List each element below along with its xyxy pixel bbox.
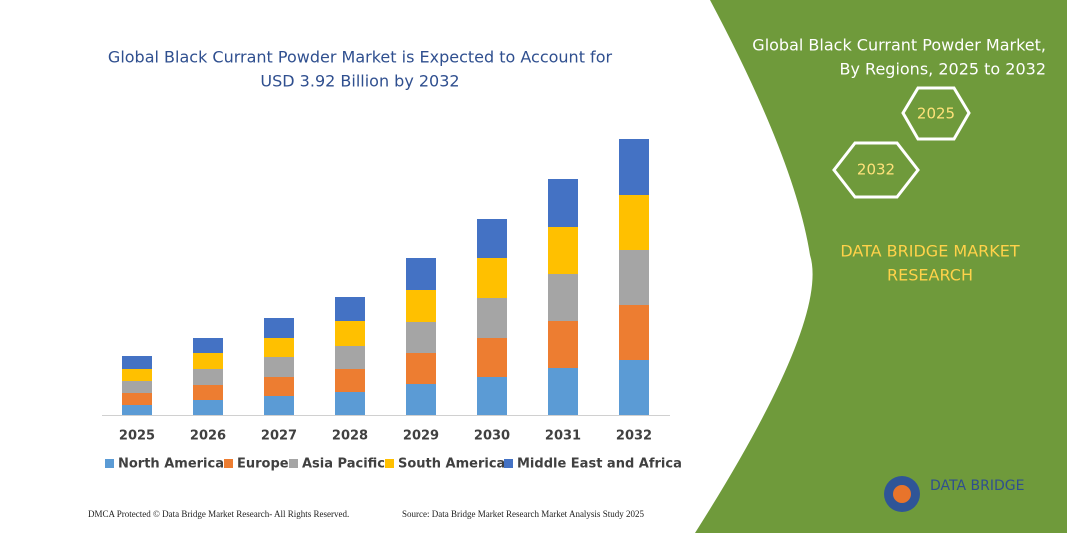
hexagon-label: 2025 [917,105,955,123]
bar-segment [122,381,152,393]
bar-segment [619,360,649,415]
x-tick-label: 2027 [261,429,297,444]
legend-label: Asia Pacific [302,457,385,472]
legend-swatch [289,459,298,468]
x-tick-label: 2029 [403,429,439,444]
bar-segment [548,179,578,227]
bar-segment [264,338,294,357]
bar-segment [193,369,223,385]
logo-mark [893,485,911,503]
footer-right: Source: Data Bridge Market Research Mark… [402,509,644,519]
bar-segment [477,219,507,258]
x-tick-label: 2028 [332,429,368,444]
legend-label: South America [398,457,505,472]
bar-segment [477,298,507,338]
bar-segment [335,346,365,369]
chart-title: USD 3.92 Billion by 2032 [260,72,459,91]
bar-segment [193,353,223,369]
panel-title: By Regions, 2025 to 2032 [840,60,1046,79]
bar-segment [193,400,223,415]
x-tick-label: 2025 [119,429,155,444]
footer-left: DMCA Protected © Data Bridge Market Rese… [88,509,349,519]
bar-segment [406,353,436,384]
bar-segment [619,250,649,305]
legend-label: North America [118,457,224,472]
hexagon-label: 2032 [857,161,895,179]
bar-segment [619,305,649,360]
x-tick-label: 2030 [474,429,510,444]
legend-swatch [224,459,233,468]
panel-title: Global Black Currant Powder Market, [752,36,1046,55]
bar-segment [122,369,152,381]
legend-swatch [504,459,513,468]
bar-segment [619,195,649,250]
logo-text: DATA BRIDGE [930,478,1024,494]
chart-title: Global Black Currant Powder Market is Ex… [108,48,613,67]
hexagon [832,141,920,199]
bar-segment [477,377,507,415]
bar-segment [335,369,365,392]
bar-segment [264,318,294,338]
bar-segment [406,384,436,415]
brand-text: RESEARCH [887,266,973,285]
hexagon [901,86,971,141]
bar-segment [264,396,294,415]
bar-segment [406,290,436,322]
legend-swatch [105,459,114,468]
legend-label: Middle East and Africa [517,457,682,472]
green-panel [695,0,1067,533]
logo: DATA BRIDGE [884,476,1024,512]
bar-segment [548,227,578,274]
bar-segment [548,274,578,321]
bar-segment [193,338,223,353]
x-tick-label: 2031 [545,429,581,444]
bar-segment [335,321,365,346]
bar-segment [406,258,436,290]
bar-segment [619,139,649,195]
bar-segment [122,393,152,405]
legend-swatch [385,459,394,468]
legend-label: Europe [237,457,289,472]
bar-segment [548,321,578,368]
bar-segment [477,258,507,298]
x-tick-label: 2032 [616,429,652,444]
bar-segment [122,405,152,415]
bar-segment [122,356,152,369]
bar-segment [335,297,365,321]
bar-segment [548,368,578,415]
bar-segment [335,392,365,415]
brand-text: DATA BRIDGE MARKET [840,242,1020,261]
bar-segment [264,357,294,377]
bar-segment [193,385,223,400]
bar-segment [477,338,507,377]
bar-segment [406,322,436,353]
bar-segment [264,377,294,396]
x-tick-label: 2026 [190,429,226,444]
